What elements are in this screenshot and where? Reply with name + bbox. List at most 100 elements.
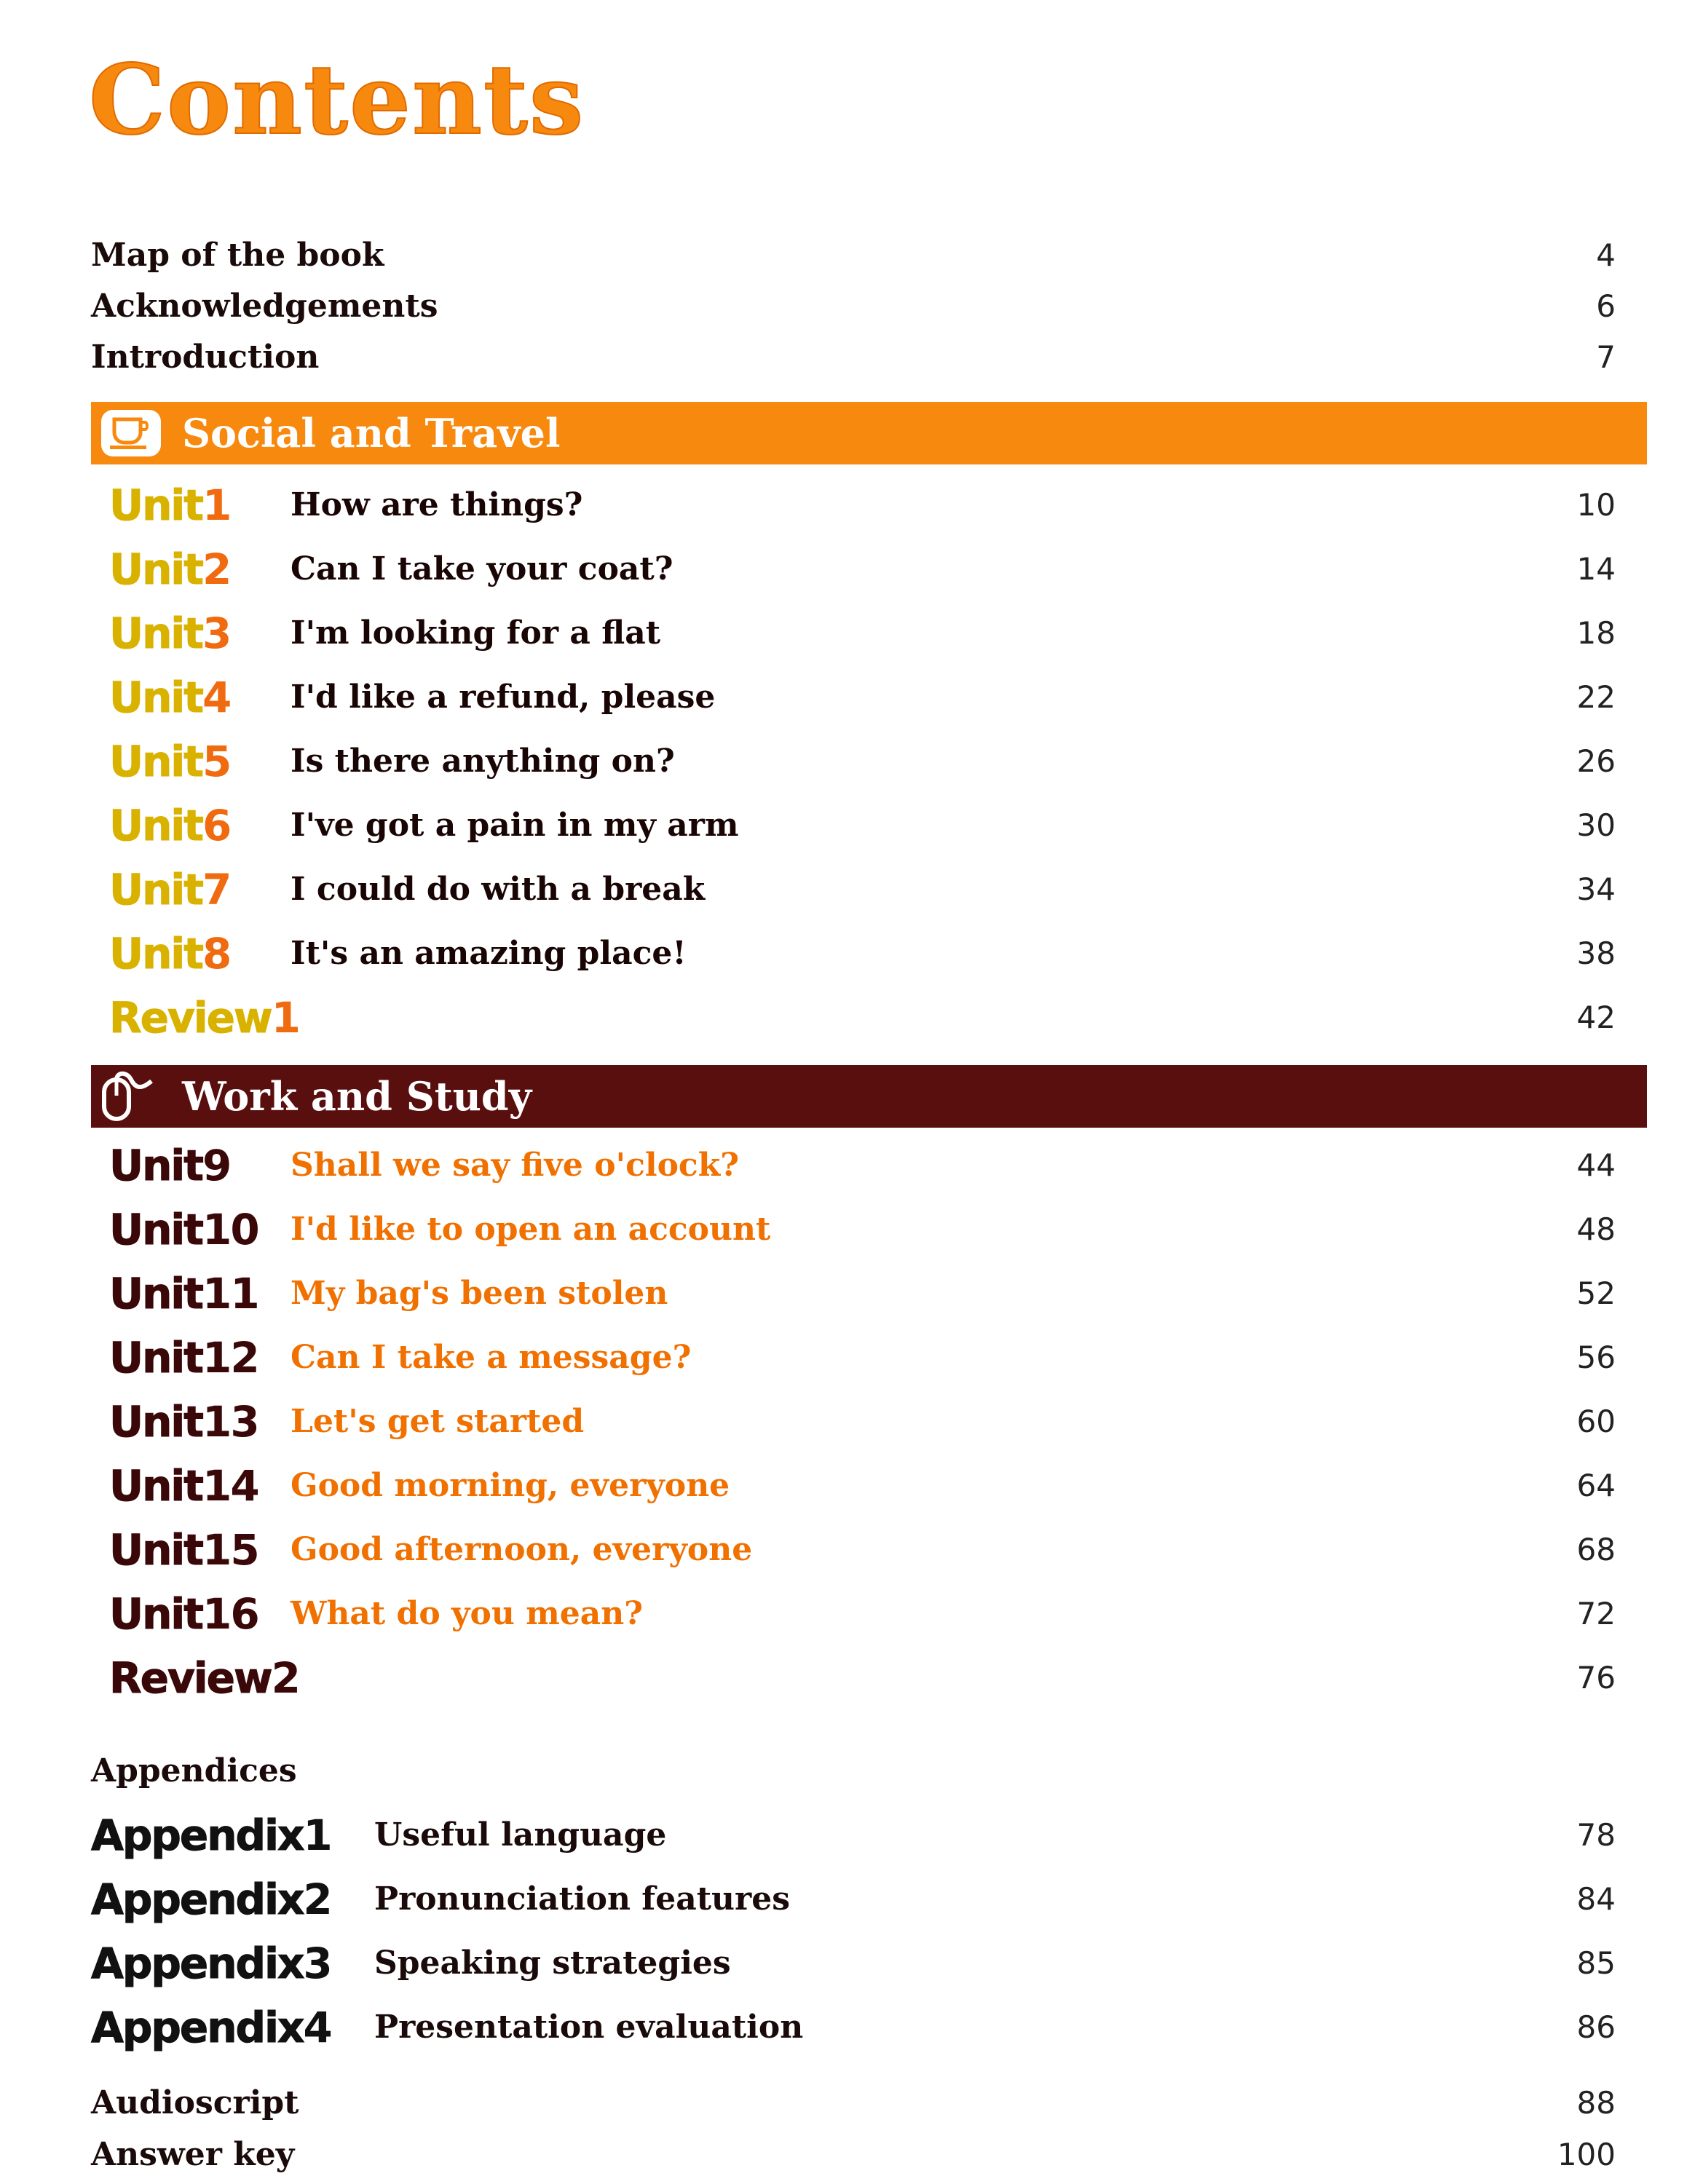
appendix-entry[interactable]: Appendix4 Presentation evaluation 86	[0, 1998, 1703, 2057]
unit-label-number: 2	[303, 1875, 332, 1924]
page-number: 10	[1576, 487, 1616, 523]
unit-label: Unit5	[109, 732, 232, 791]
unit-entry[interactable]: Unit12 Can I take a message? 56	[0, 1329, 1703, 1387]
unit-entry[interactable]: Unit11 My bag's been stolen 52	[0, 1265, 1703, 1323]
appendix-entry[interactable]: Appendix3 Speaking strategies 85	[0, 1934, 1703, 1993]
unit-label-number: 4	[202, 673, 232, 722]
unit-entry[interactable]: Unit3 I'm looking for a flat 18	[0, 604, 1703, 662]
unit-entry[interactable]: Unit14 Good morning, everyone 64	[0, 1457, 1703, 1515]
unit-entry[interactable]: Unit2 Can I take your coat? 14	[0, 540, 1703, 598]
unit-label: Unit14	[109, 1457, 260, 1515]
appendix-title: Pronunciation features	[374, 1880, 790, 1918]
unit-label-word: Unit	[109, 673, 205, 723]
front-matter-entry[interactable]: Acknowledgements 6	[0, 277, 1703, 336]
page-number: 26	[1576, 743, 1616, 779]
unit-label-number: 3	[202, 609, 232, 658]
entry-title: Acknowledgements	[91, 288, 438, 325]
unit-label-word: Review	[109, 1653, 274, 1704]
unit-label-word: Unit	[109, 480, 205, 531]
unit-entry[interactable]: Unit16 What do you mean? 72	[0, 1585, 1703, 1643]
unit-label: Appendix4	[90, 1998, 332, 2057]
unit-entry[interactable]: Unit7 I could do with a break 34	[0, 860, 1703, 919]
page-number: 44	[1576, 1147, 1616, 1183]
unit-entry[interactable]: Unit10 I'd like to open an account 48	[0, 1200, 1703, 1259]
unit-entry[interactable]: Unit5 Is there anything on? 26	[0, 732, 1703, 791]
unit-title: I could do with a break	[291, 871, 706, 908]
page-number: 68	[1576, 1532, 1616, 1567]
unit-entry[interactable]: Unit8 It's an amazing place! 38	[0, 925, 1703, 983]
unit-label-number: 4	[303, 2003, 332, 2052]
unit-label: Appendix2	[90, 1870, 332, 1928]
page-number: 14	[1576, 551, 1616, 587]
unit-label-word: Appendix	[90, 1939, 304, 1989]
unit-label-number: 5	[202, 737, 232, 786]
front-matter-entry[interactable]: Introduction 7	[0, 328, 1703, 387]
unit-label-word: Appendix	[90, 2003, 304, 2053]
page-number: 86	[1576, 2009, 1616, 2045]
section-title: Social and Travel	[182, 410, 561, 456]
unit-label: Unit9	[109, 1136, 232, 1195]
unit-label-word: Unit	[109, 1141, 205, 1191]
back-matter-entry[interactable]: Answer key 100	[0, 2126, 1703, 2184]
unit-entry[interactable]: Unit4 I'd like a refund, please 22	[0, 668, 1703, 727]
unit-title: I'd like to open an account	[291, 1211, 771, 1248]
page-number: 100	[1557, 2137, 1616, 2172]
page-number: 30	[1576, 807, 1616, 843]
appendix-entry[interactable]: Appendix1 Useful language 78	[0, 1806, 1703, 1864]
unit-label: Unit4	[109, 668, 232, 727]
appendices-heading: Appendices	[0, 1742, 1703, 1800]
unit-title: My bag's been stolen	[291, 1275, 668, 1312]
unit-label-word: Unit	[109, 929, 205, 979]
unit-label-number: 6	[202, 801, 232, 850]
review-entry[interactable]: Review2 76	[0, 1649, 1703, 1707]
page-number: 60	[1576, 1404, 1616, 1439]
unit-label-number: 11	[202, 1269, 260, 1318]
page-number: 48	[1576, 1211, 1616, 1247]
back-matter-entry[interactable]: Audioscript 88	[0, 2074, 1703, 2132]
unit-label-word: Unit	[109, 801, 205, 851]
unit-label-number: 14	[202, 1461, 260, 1511]
unit-label: Review2	[109, 1649, 301, 1707]
page-number: 88	[1576, 2085, 1616, 2121]
unit-label: Unit2	[109, 540, 232, 598]
unit-label-number: 13	[202, 1397, 260, 1447]
unit-label-word: Unit	[109, 1205, 205, 1255]
unit-label-number: 1	[303, 1811, 332, 1860]
unit-label: Unit6	[109, 796, 232, 855]
unit-label: Appendix3	[90, 1934, 332, 1993]
appendix-entry[interactable]: Appendix2 Pronunciation features 84	[0, 1870, 1703, 1928]
unit-label-number: 10	[202, 1205, 260, 1254]
unit-label-number: 16	[202, 1589, 260, 1639]
front-matter-entry[interactable]: Map of the book 4	[0, 226, 1703, 285]
unit-label-word: Unit	[109, 1269, 205, 1319]
unit-entry[interactable]: Unit13 Let's get started 60	[0, 1393, 1703, 1451]
unit-label-number: 12	[202, 1333, 260, 1382]
page-number: 76	[1576, 1660, 1616, 1696]
review-entry[interactable]: Review1 42	[0, 989, 1703, 1047]
page-number: 84	[1576, 1881, 1616, 1917]
unit-label: Unit10	[109, 1200, 260, 1259]
page-number: 4	[1596, 237, 1616, 273]
page-number: 64	[1576, 1468, 1616, 1503]
appendix-title: Presentation evaluation	[374, 2009, 804, 2046]
unit-label-word: Review	[109, 993, 274, 1043]
unit-label-word: Appendix	[90, 1875, 304, 1925]
unit-label-word: Unit	[109, 1525, 205, 1575]
unit-entry[interactable]: Unit9 Shall we say five o'clock? 44	[0, 1136, 1703, 1195]
unit-title: Can I take a message?	[291, 1339, 692, 1376]
section-title: Work and Study	[182, 1073, 532, 1120]
page-number: 18	[1576, 615, 1616, 651]
unit-label-word: Unit	[109, 1589, 205, 1639]
unit-label-word: Unit	[109, 1333, 205, 1383]
unit-entry[interactable]: Unit15 Good afternoon, everyone 68	[0, 1521, 1703, 1579]
page-number: 52	[1576, 1275, 1616, 1311]
entry-title: Map of the book	[91, 237, 384, 274]
unit-label: Unit1	[109, 476, 232, 534]
entry-title: Introduction	[91, 339, 320, 376]
unit-title: Good morning, everyone	[291, 1467, 730, 1504]
unit-label-word: Unit	[109, 609, 205, 659]
coffee-cup-icon	[98, 408, 164, 459]
unit-entry[interactable]: Unit1 How are things? 10	[0, 476, 1703, 534]
unit-label-word: Unit	[109, 737, 205, 787]
unit-entry[interactable]: Unit6 I've got a pain in my arm 30	[0, 796, 1703, 855]
